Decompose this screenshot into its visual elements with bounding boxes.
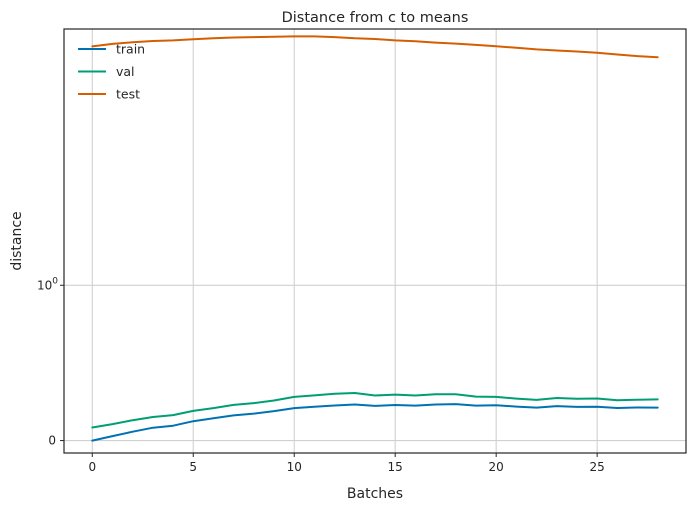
series-line-train [91,403,659,442]
grid-lines [64,29,686,453]
x-tick-label: 20 [489,460,504,474]
x-tick-label: 5 [189,460,197,474]
series-lines [91,35,659,442]
y-axis-label: distance [9,211,25,270]
series-line-val [91,392,659,429]
series-line-test [91,35,659,59]
x-tick-label: 25 [590,460,605,474]
legend-label-test: test [116,87,140,102]
x-axis-label: Batches [347,486,403,502]
x-axis: 0 5 10 15 20 25 [88,453,605,474]
x-tick-label: 15 [388,460,403,474]
plot-frame [63,28,687,454]
chart-title: Distance from c to means [282,10,469,26]
y-axis: 0 100 [37,276,64,448]
legend-label-val: val [116,64,135,79]
y-tick-label: 100 [37,276,58,292]
y-tick-label: 0 [48,434,56,448]
x-tick-label: 0 [88,460,96,474]
legend: train val test [78,42,145,102]
legend-label-train: train [116,42,145,57]
x-tick-label: 10 [287,460,302,474]
